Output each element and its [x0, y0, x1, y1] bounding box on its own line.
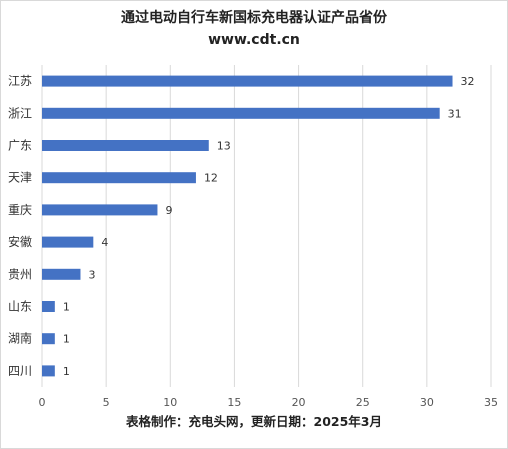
category-label: 江苏: [8, 74, 32, 88]
x-tick-label: 35: [484, 396, 498, 409]
chart-title: 通过电动自行车新国标充电器认证产品省份: [121, 10, 387, 26]
bar-3: [42, 172, 196, 184]
x-tick-label: 20: [292, 396, 306, 409]
bar-9: [42, 365, 55, 377]
chart-footer: 表格制作：充电头网，更新日期：2025年3月: [126, 414, 382, 429]
value-label: 3: [88, 268, 95, 281]
chart-subtitle: www.cdt.cn: [208, 32, 300, 48]
x-tick-label: 15: [227, 396, 241, 409]
value-label: 9: [165, 204, 172, 217]
x-tick-label: 5: [103, 396, 110, 409]
category-label: 山东: [8, 300, 32, 314]
bar-7: [42, 301, 55, 312]
bar-8: [42, 333, 55, 345]
category-label: 广东: [8, 139, 32, 153]
category-label: 安徽: [8, 234, 32, 249]
value-label: 4: [101, 236, 108, 249]
x-tick-label: 25: [356, 396, 370, 409]
value-label: 1: [63, 333, 70, 346]
labels: 0 5 10 15 20 25 30 35 江苏 32 浙江 31 广东 13 天津 12 重庆 9 安徽 4 贵州 3 山…: [8, 74, 498, 409]
value-label: 1: [63, 301, 70, 314]
category-label: 四川: [8, 364, 32, 378]
x-tick-label: 10: [163, 396, 177, 409]
bars: [42, 75, 453, 377]
category-label: 湖南: [8, 331, 32, 346]
x-tick-label: 30: [420, 396, 434, 409]
bar-2: [42, 140, 209, 151]
category-label: 浙江: [8, 106, 32, 120]
value-label: 32: [461, 75, 475, 88]
category-label: 天津: [8, 171, 32, 185]
bar-5: [42, 236, 94, 248]
bar-1: [42, 107, 440, 119]
bar-0: [42, 75, 453, 87]
category-label: 贵州: [8, 267, 32, 281]
x-tick-label: 0: [39, 396, 46, 409]
bar-4: [42, 204, 158, 216]
value-label: 1: [63, 365, 70, 378]
bar-6: [42, 268, 81, 280]
value-label: 13: [217, 140, 231, 153]
value-label: 12: [204, 172, 218, 185]
category-label: 重庆: [8, 203, 32, 217]
value-label: 31: [448, 107, 462, 120]
